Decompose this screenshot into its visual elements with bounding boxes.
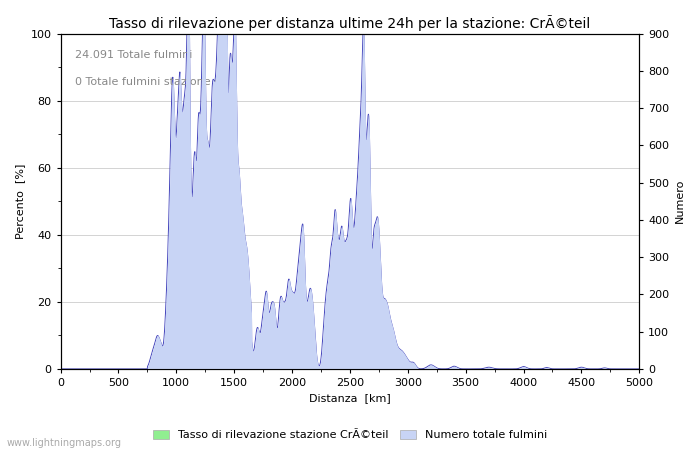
Title: Tasso di rilevazione per distanza ultime 24h per la stazione: CrÃ©teil: Tasso di rilevazione per distanza ultime… bbox=[109, 15, 591, 31]
Text: 24.091 Totale fulmini: 24.091 Totale fulmini bbox=[75, 50, 192, 60]
X-axis label: Distanza  [km]: Distanza [km] bbox=[309, 393, 391, 404]
Text: 0 Totale fulmini stazione di: 0 Totale fulmini stazione di bbox=[75, 77, 225, 87]
Text: www.lightningmaps.org: www.lightningmaps.org bbox=[7, 438, 122, 448]
Y-axis label: Percento  [%]: Percento [%] bbox=[15, 163, 25, 239]
Y-axis label: Numero: Numero bbox=[675, 179, 685, 223]
Legend: Tasso di rilevazione stazione CrÃ©teil, Numero totale fulmini: Tasso di rilevazione stazione CrÃ©teil, … bbox=[148, 425, 552, 445]
